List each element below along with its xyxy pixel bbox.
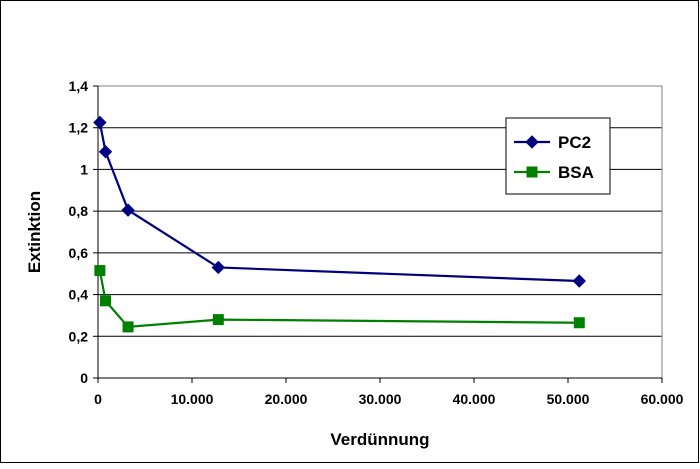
- series-pc2: [93, 115, 586, 288]
- y-tick-label: 1,2: [69, 120, 89, 136]
- legend-label-bsa: BSA: [558, 163, 594, 182]
- series-bsa: [94, 265, 585, 333]
- legend: PC2 BSA: [505, 117, 611, 195]
- y-tick-label: 0,4: [69, 287, 89, 303]
- y-tick-label: 0,2: [69, 328, 89, 344]
- data-point-pc2: [93, 115, 107, 130]
- y-tick-label: 1,4: [69, 78, 89, 94]
- axes: 0 0,2 0,4 0,6 0,8 1 1,2 1,4 0 10.000 20.000 30.000 4…: [69, 78, 684, 407]
- data-point-bsa: [122, 321, 134, 333]
- y-tick-label: 0: [80, 370, 88, 386]
- data-point-bsa: [573, 317, 585, 329]
- x-tick-label: 10.000: [171, 391, 214, 407]
- x-tick-label: 50.000: [547, 391, 590, 407]
- y-tick-label: 0,8: [69, 203, 89, 219]
- legend-box: [505, 117, 611, 195]
- data-point-bsa: [100, 295, 112, 307]
- y-tick-label: 0,6: [69, 245, 89, 261]
- y-tick-label: 1: [80, 161, 88, 177]
- x-tick-label: 0: [94, 391, 102, 407]
- x-tick-label: 60.000: [641, 391, 684, 407]
- series: [93, 115, 586, 333]
- x-tick-label: 30.000: [359, 391, 402, 407]
- data-point-pc2: [211, 260, 226, 275]
- x-axis-title: Verdünnung: [330, 430, 429, 449]
- legend-marker-bsa: [526, 166, 538, 178]
- data-point-pc2: [572, 274, 586, 288]
- y-axis-title: Extinktion: [25, 191, 44, 273]
- data-point-pc2: [98, 144, 113, 159]
- x-tick-label: 20.000: [265, 391, 308, 407]
- data-point-pc2: [121, 203, 135, 217]
- legend-marker-pc2: [525, 135, 539, 149]
- data-point-bsa: [212, 314, 224, 326]
- x-tick-label: 40.000: [453, 391, 496, 407]
- legend-label-pc2: PC2: [558, 133, 591, 152]
- data-point-bsa: [94, 265, 106, 277]
